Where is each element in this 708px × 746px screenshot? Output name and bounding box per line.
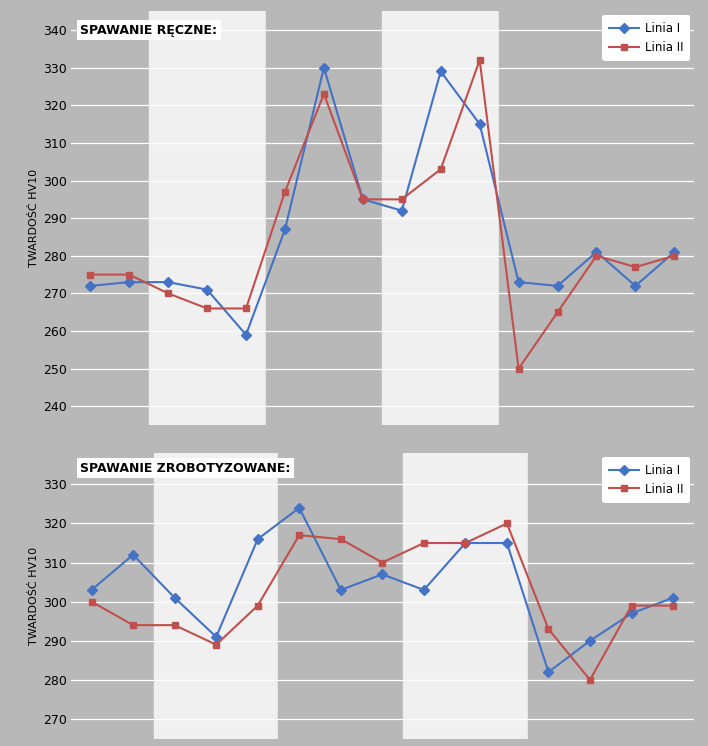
Linia II — [125, 270, 134, 279]
Linia I — [436, 67, 445, 76]
Bar — [403, 453, 527, 739]
Linia I — [87, 586, 96, 595]
Linia I — [627, 609, 636, 618]
Bar — [149, 11, 266, 425]
Linia I — [398, 206, 406, 215]
Linia II — [336, 535, 345, 544]
Linia II — [476, 56, 484, 65]
Linia II — [669, 601, 678, 610]
Linia II — [203, 304, 212, 313]
Linia II — [514, 364, 523, 373]
Linia I — [378, 570, 387, 579]
Linia I — [586, 636, 594, 645]
Linia II — [129, 621, 137, 630]
Linia II — [632, 263, 640, 272]
Linia II — [164, 289, 173, 298]
Linia II — [544, 624, 553, 633]
Linia II — [420, 539, 428, 548]
Bar — [71, 453, 154, 739]
Line: Linia I: Linia I — [88, 504, 677, 676]
Linia II — [670, 251, 678, 260]
Linia I — [164, 278, 173, 286]
Linia II — [503, 519, 511, 528]
Y-axis label: TWARDOŚĆ HV10: TWARDOŚĆ HV10 — [28, 169, 39, 267]
Line: Linia II: Linia II — [88, 520, 677, 683]
Linia I — [280, 225, 290, 234]
Linia I — [461, 539, 469, 548]
Text: SPAWANIE RĘCZNE:: SPAWANIE RĘCZNE: — [80, 24, 217, 37]
Linia II — [436, 165, 445, 174]
Linia I — [129, 551, 137, 560]
Bar — [278, 453, 403, 739]
Linia II — [280, 187, 290, 196]
Linia I — [171, 593, 179, 602]
Y-axis label: TWARDOŚĆ HV10: TWARDOŚĆ HV10 — [28, 547, 39, 645]
Linia I — [336, 586, 345, 595]
Bar — [527, 453, 694, 739]
Linia II — [627, 601, 636, 610]
Linia I — [320, 63, 329, 72]
Linia I — [669, 593, 678, 602]
Text: SPAWANIE ZROBOTYZOWANE:: SPAWANIE ZROBOTYZOWANE: — [80, 462, 290, 474]
Bar — [499, 11, 694, 425]
Linia II — [554, 308, 562, 317]
Linia II — [593, 251, 601, 260]
Linia II — [171, 621, 179, 630]
Linia I — [295, 504, 304, 513]
Linia I — [253, 535, 262, 544]
Linia II — [378, 558, 387, 567]
Linia I — [632, 281, 640, 290]
Linia II — [320, 90, 329, 98]
Bar — [266, 11, 382, 425]
Line: Linia II: Linia II — [87, 57, 678, 372]
Linia I — [420, 586, 428, 595]
Linia II — [212, 640, 220, 649]
Linia I — [212, 633, 220, 642]
Legend: Linia I, Linia II: Linia I, Linia II — [603, 15, 690, 61]
Bar — [154, 453, 278, 739]
Line: Linia I: Linia I — [87, 64, 678, 338]
Linia II — [86, 270, 95, 279]
Linia I — [514, 278, 523, 286]
Linia II — [586, 675, 594, 684]
Linia II — [295, 530, 304, 539]
Linia II — [398, 195, 406, 204]
Legend: Linia I, Linia II: Linia I, Linia II — [603, 457, 690, 503]
Linia II — [253, 601, 262, 610]
Bar — [71, 11, 149, 425]
Linia I — [203, 285, 212, 294]
Linia II — [359, 195, 367, 204]
Linia I — [476, 119, 484, 128]
Linia I — [544, 668, 553, 677]
Linia II — [242, 304, 251, 313]
Linia I — [125, 278, 134, 286]
Linia I — [593, 248, 601, 257]
Linia II — [87, 598, 96, 606]
Linia II — [461, 539, 469, 548]
Linia I — [86, 281, 95, 290]
Linia I — [670, 248, 678, 257]
Bar — [382, 11, 499, 425]
Linia I — [503, 539, 511, 548]
Linia I — [242, 330, 251, 339]
Linia I — [554, 281, 562, 290]
Linia I — [359, 195, 367, 204]
